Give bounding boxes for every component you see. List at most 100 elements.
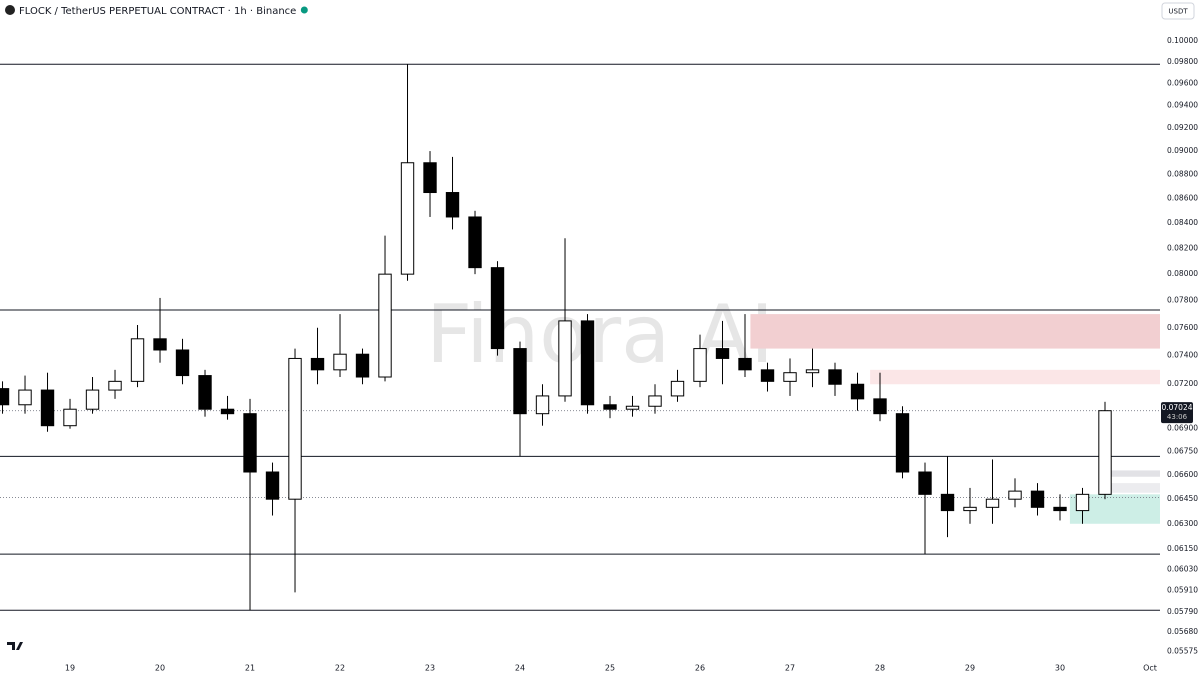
candle-body <box>490 267 505 350</box>
y-tick-label: 0.08400 <box>1167 218 1198 227</box>
candle-body <box>580 320 595 406</box>
zone <box>870 369 1160 385</box>
y-tick-label: 0.09000 <box>1167 146 1198 155</box>
x-tick-label: 21 <box>245 664 255 673</box>
status-dot <box>300 6 308 14</box>
candle-body <box>648 395 662 407</box>
candle-body <box>558 320 572 397</box>
candle-body <box>940 493 955 512</box>
x-tick-label: 29 <box>965 664 975 673</box>
candle-body <box>1098 410 1112 495</box>
y-tick-label: 0.07400 <box>1167 351 1198 360</box>
candle-body <box>895 413 910 473</box>
y-tick-label: 0.05790 <box>1167 607 1198 616</box>
candle-body <box>288 357 302 500</box>
candle-body <box>130 338 145 382</box>
candle-body <box>1053 506 1067 512</box>
candle-body <box>220 408 235 415</box>
candle-body <box>265 471 280 500</box>
candle-body <box>873 398 887 415</box>
price-axis <box>1160 0 1200 675</box>
candle-body <box>535 395 550 415</box>
candle-body <box>40 389 55 427</box>
candle-body <box>828 369 842 385</box>
candle-body <box>378 273 392 378</box>
watermark: Finora AI <box>426 288 774 381</box>
candle-body <box>603 404 617 410</box>
plot-area <box>0 63 1160 611</box>
candle-body <box>715 348 730 359</box>
candle-body <box>625 405 640 410</box>
y-tick-label: 0.06300 <box>1167 519 1198 528</box>
candle-body <box>63 408 77 427</box>
last-price-label: 0.07024 <box>1161 403 1192 412</box>
x-tick-label: 25 <box>605 664 615 673</box>
x-tick-label: 26 <box>695 664 705 673</box>
y-tick-label: 0.05910 <box>1167 586 1198 595</box>
zone <box>1110 483 1160 493</box>
y-tick-label: 0.08600 <box>1167 194 1198 203</box>
candle-body <box>670 380 685 397</box>
candle-body <box>175 349 190 377</box>
countdown-label: 43:06 <box>1167 413 1188 421</box>
candle-body <box>693 348 707 382</box>
x-tick-label: Oct <box>1143 664 1157 673</box>
x-tick-label: 30 <box>1055 664 1065 673</box>
zone <box>750 314 1160 349</box>
y-tick-label: 0.08000 <box>1167 269 1198 278</box>
candle-body <box>0 388 10 406</box>
candle-body <box>468 216 482 269</box>
candle-body <box>400 162 415 275</box>
candle-body <box>805 369 820 374</box>
y-tick-label: 0.07200 <box>1167 379 1198 388</box>
x-tick-label: 20 <box>155 664 165 673</box>
candle-body <box>963 506 977 512</box>
candle-body <box>738 357 752 371</box>
y-tick-label: 0.05680 <box>1167 627 1198 636</box>
y-tick-label: 0.09400 <box>1167 101 1198 110</box>
x-tick-label: 27 <box>785 664 795 673</box>
candle-body <box>445 192 460 218</box>
candle-body <box>1030 490 1045 508</box>
candle-body <box>310 357 325 371</box>
candle-body <box>760 369 775 382</box>
currency-label: USDT <box>1168 8 1188 16</box>
y-tick-label: 0.06150 <box>1167 544 1198 553</box>
zone <box>1110 470 1160 477</box>
candle-body <box>1008 490 1022 500</box>
candle-body <box>18 389 32 406</box>
x-tick-label: 19 <box>65 664 75 673</box>
y-tick-label: 0.09200 <box>1167 123 1198 132</box>
x-tick-label: 22 <box>335 664 345 673</box>
candle-body <box>985 498 1000 508</box>
y-tick-label: 0.09800 <box>1167 57 1198 66</box>
candle-body <box>198 375 212 410</box>
chart-title: FLOCK / TetherUS PERPETUAL CONTRACT · 1h… <box>19 6 296 17</box>
y-tick-label: 0.06900 <box>1167 424 1198 433</box>
y-tick-label: 0.09600 <box>1167 79 1198 88</box>
candle-body <box>355 353 370 378</box>
y-tick-label: 0.10000 <box>1167 36 1198 45</box>
last-price-box <box>1161 402 1193 424</box>
x-tick-label: 28 <box>875 664 885 673</box>
x-tick-label: 23 <box>425 664 435 673</box>
candle-body <box>850 383 865 400</box>
tradingview-logo <box>7 642 23 650</box>
x-tick-label: 24 <box>515 664 525 673</box>
candle-body <box>423 162 437 194</box>
y-tick-label: 0.06600 <box>1167 470 1198 479</box>
candle-body <box>918 471 932 495</box>
y-tick-label: 0.07800 <box>1167 296 1198 305</box>
y-tick-label: 0.07600 <box>1167 323 1198 332</box>
candle-body <box>333 353 347 371</box>
candle-body <box>108 380 122 391</box>
y-tick-label: 0.05575 <box>1167 647 1198 656</box>
y-tick-label: 0.08200 <box>1167 243 1198 252</box>
candle-body <box>153 338 167 351</box>
currency-button[interactable] <box>1161 2 1195 20</box>
y-tick-label: 0.06030 <box>1167 565 1198 574</box>
y-tick-label: 0.06750 <box>1167 447 1198 456</box>
candle-body <box>1075 493 1090 512</box>
y-tick-label: 0.06450 <box>1167 494 1198 503</box>
